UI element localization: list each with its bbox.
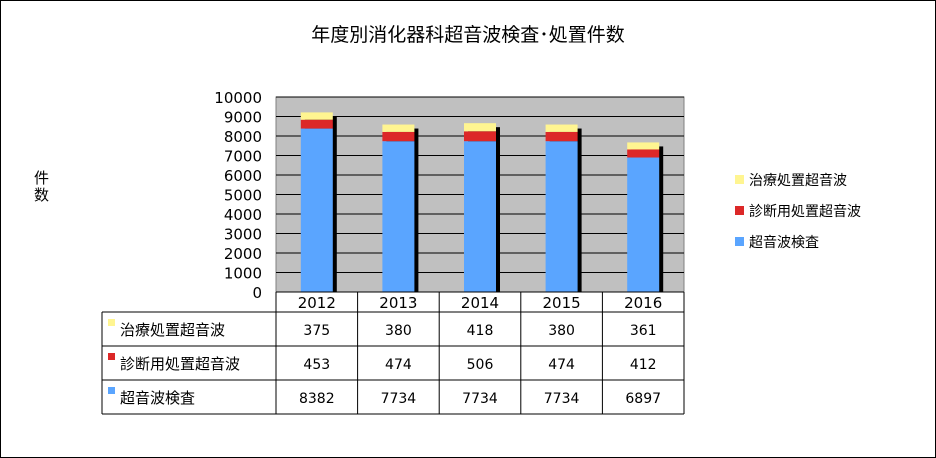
bar-2015-series-0: [545, 141, 578, 292]
x-tick-label-2016: 2016: [624, 294, 662, 312]
table-cell-1-2014: 506: [467, 357, 494, 373]
table-cell-1-2016: 412: [630, 357, 657, 373]
table-row-label-0: 治療処置超音波: [120, 321, 225, 339]
x-tick-label-2012: 2012: [298, 294, 336, 312]
bar-2015-series-1: [545, 131, 578, 142]
table-cell-0-2014: 418: [467, 323, 494, 339]
y-axis-label: 件数: [32, 170, 50, 204]
legend-key-diagnostic: [735, 206, 744, 215]
table-cell-0-2013: 380: [385, 323, 412, 339]
bar-2016-series-0: [627, 157, 660, 292]
bar-2013-series-0: [382, 141, 415, 292]
bar-2014-series-1: [464, 131, 496, 142]
table-cell-0-2016: 361: [630, 323, 657, 339]
table-cell-2-2016: 6897: [625, 391, 661, 407]
y-tick-label-1000: 1000: [224, 265, 262, 283]
table-cell-0-2012: 375: [303, 323, 330, 339]
y-tick-label-6000: 6000: [224, 167, 262, 185]
table-row-key-1: [108, 353, 115, 360]
bar-2014-series-2: [464, 123, 496, 132]
legend-item-examination: 超音波検査: [735, 226, 861, 257]
x-tick-label-2013: 2013: [379, 294, 417, 312]
table-row-label-2: 超音波検査: [120, 389, 195, 407]
legend-item-diagnostic: 診断用処置超音波: [735, 195, 861, 226]
y-tick-label-5000: 5000: [224, 187, 262, 205]
legend-label-diagnostic: 診断用処置超音波: [749, 203, 861, 220]
bar-2015-series-2: [545, 124, 578, 132]
legend-key-examination: [735, 237, 744, 246]
legend-key-treatment: [735, 175, 744, 184]
bar-2014-series-0: [464, 141, 496, 292]
table-cell-1-2015: 474: [548, 357, 575, 373]
table-cell-2-2014: 7734: [462, 391, 498, 407]
table-row-key-2: [108, 387, 115, 394]
bar-2012-series-1: [300, 119, 333, 129]
table-row-key-0: [108, 319, 115, 326]
bar-2013-series-2: [382, 124, 415, 132]
y-tick-label-8000: 8000: [224, 128, 262, 146]
legend-label-treatment: 治療処置超音波: [749, 172, 847, 189]
bar-2013-series-1: [382, 131, 415, 142]
x-tick-label-2015: 2015: [543, 294, 581, 312]
bar-2012-series-2: [300, 112, 333, 120]
bar-2016-series-2: [627, 142, 660, 150]
y-tick-label-4000: 4000: [224, 206, 262, 224]
y-tick-label-2000: 2000: [224, 245, 262, 263]
table-cell-2-2012: 8382: [299, 391, 335, 407]
table-row-label-1: 診断用処置超音波: [120, 355, 240, 373]
y-tick-label-7000: 7000: [224, 148, 262, 166]
table-cell-2-2015: 7734: [544, 391, 580, 407]
legend-label-examination: 超音波検査: [749, 234, 819, 251]
table-cell-0-2015: 380: [548, 323, 575, 339]
legend: 治療処置超音波 診断用処置超音波 超音波検査: [735, 164, 861, 257]
bar-2012-series-0: [300, 128, 333, 292]
x-tick-label-2014: 2014: [461, 294, 499, 312]
y-tick-label-9000: 9000: [224, 109, 262, 127]
y-tick-label-10000: 10000: [214, 89, 262, 107]
y-tick-label-0: 0: [252, 284, 262, 302]
table-cell-1-2013: 474: [385, 357, 412, 373]
chart-title: 年度別消化器科超音波検査･処置件数: [311, 24, 625, 46]
y-tick-label-3000: 3000: [224, 226, 262, 244]
table-cell-1-2012: 453: [303, 357, 330, 373]
table-cell-2-2013: 7734: [381, 391, 417, 407]
bar-2016-series-1: [627, 149, 660, 158]
legend-item-treatment: 治療処置超音波: [735, 164, 861, 195]
